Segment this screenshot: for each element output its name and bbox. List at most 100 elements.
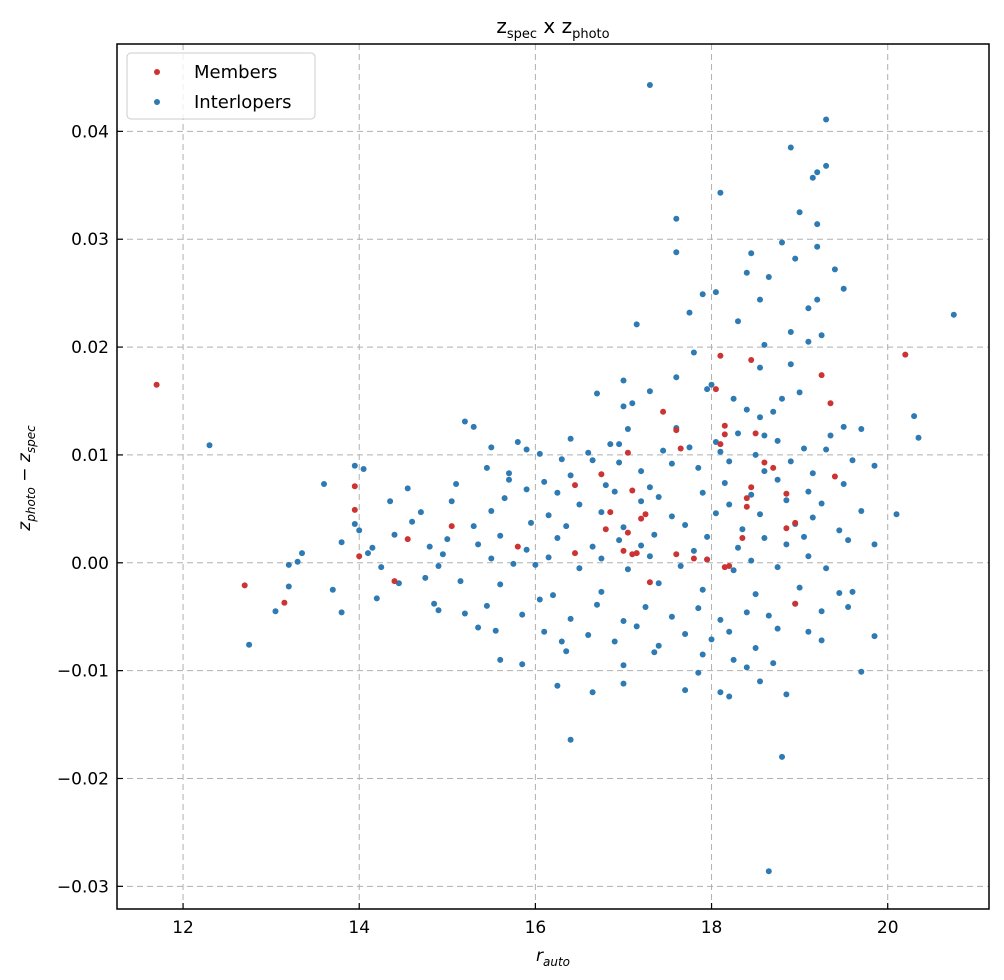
point-interlopers [536, 450, 543, 457]
point-interlopers [651, 649, 658, 656]
point-members [602, 526, 609, 533]
point-interlopers [431, 600, 438, 607]
point-interlopers [845, 537, 852, 544]
point-interlopers [510, 560, 517, 567]
point-interlopers [585, 449, 592, 456]
point-interlopers [739, 526, 746, 533]
point-interlopers [563, 523, 570, 530]
point-interlopers [646, 82, 653, 88]
point-interlopers [911, 413, 918, 420]
point-interlopers [774, 437, 781, 444]
x-tick-label: 20 [877, 918, 899, 938]
point-interlopers [831, 266, 838, 273]
point-interlopers [814, 296, 821, 303]
point-interlopers [699, 651, 706, 658]
legend-marker-interlopers [154, 99, 160, 105]
point-members [153, 381, 160, 388]
point-interlopers [646, 484, 653, 491]
point-members [356, 553, 363, 560]
point-interlopers [730, 656, 737, 663]
point-interlopers [779, 395, 785, 402]
point-interlopers [726, 628, 733, 635]
point-members [748, 357, 755, 363]
point-interlopers [351, 462, 358, 469]
point-members [831, 473, 838, 480]
point-interlopers [598, 509, 605, 516]
point-interlopers [611, 488, 618, 495]
point-interlopers [488, 444, 495, 451]
point-members [827, 400, 834, 407]
point-members [783, 525, 790, 532]
point-interlopers [761, 341, 768, 348]
point-interlopers [620, 524, 627, 531]
y-tick-label: −0.03 [57, 877, 109, 897]
point-interlopers [743, 269, 750, 276]
point-interlopers [589, 543, 596, 550]
point-interlopers [620, 403, 627, 410]
point-interlopers [523, 546, 530, 553]
point-interlopers [651, 531, 658, 538]
point-interlopers [796, 389, 803, 396]
point-interlopers [329, 586, 336, 593]
point-interlopers [422, 574, 429, 581]
point-interlopers [483, 464, 490, 471]
point-members [743, 495, 750, 502]
point-interlopers [814, 221, 821, 228]
point-interlopers [950, 311, 957, 318]
point-members [783, 490, 790, 497]
point-interlopers [497, 532, 504, 539]
point-members [673, 551, 680, 558]
point-members [743, 503, 750, 510]
point-interlopers [567, 736, 574, 743]
point-interlopers [356, 527, 363, 534]
point-members [448, 523, 455, 530]
point-members [281, 599, 288, 606]
point-interlopers [558, 638, 565, 645]
point-interlopers [823, 446, 830, 453]
point-members [761, 459, 768, 466]
point-interlopers [369, 544, 376, 551]
point-interlopers [836, 590, 843, 596]
point-interlopers [506, 476, 512, 483]
point-interlopers [444, 536, 451, 543]
point-members [673, 427, 680, 434]
point-interlopers [757, 678, 763, 685]
point-interlopers [779, 239, 785, 246]
point-interlopers [695, 605, 702, 612]
point-interlopers [809, 470, 816, 477]
point-members [646, 579, 653, 586]
point-interlopers [765, 274, 772, 280]
point-interlopers [735, 544, 741, 551]
x-axis-label: rauto [536, 946, 570, 969]
point-interlopers [805, 338, 812, 345]
point-interlopers [845, 604, 852, 610]
point-interlopers [686, 309, 693, 316]
point-interlopers [787, 144, 794, 151]
point-members [351, 506, 358, 513]
point-interlopers [616, 537, 623, 544]
point-interlopers [589, 689, 596, 696]
point-interlopers [567, 472, 574, 479]
point-interlopers [801, 445, 807, 452]
point-interlopers [206, 442, 213, 449]
point-members [677, 445, 684, 452]
point-interlopers [840, 285, 847, 292]
point-members [748, 484, 755, 491]
point-interlopers [426, 543, 433, 550]
point-interlopers [519, 661, 526, 668]
point-interlopers [409, 518, 416, 525]
point-members [660, 408, 667, 415]
point-interlopers [620, 662, 627, 669]
point-interlopers [677, 563, 684, 569]
point-interlopers [536, 596, 543, 603]
y-tick-label: 0.01 [71, 446, 109, 466]
point-interlopers [752, 591, 759, 598]
point-interlopers [840, 423, 847, 430]
point-interlopers [787, 458, 794, 465]
point-interlopers [858, 426, 865, 432]
point-interlopers [554, 489, 561, 496]
point-interlopers [805, 628, 812, 635]
point-interlopers [717, 448, 724, 455]
point-interlopers [299, 550, 305, 557]
point-interlopers [475, 541, 482, 548]
